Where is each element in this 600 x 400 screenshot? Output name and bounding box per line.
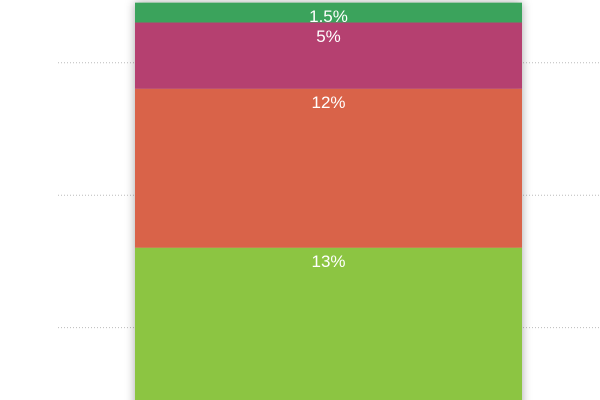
- labels: 13% 12% 5%1.5%: [309, 7, 348, 271]
- value-label: 13%: [311, 252, 345, 271]
- bar-segment: [135, 88, 522, 248]
- bars: [135, 2, 522, 400]
- bar-segment: [135, 2, 522, 23]
- value-label: 12%: [311, 93, 345, 112]
- value-label: 5%: [316, 27, 341, 46]
- bar-segment: [135, 247, 522, 400]
- bar-segment: [135, 22, 522, 89]
- value-label: 1.5%: [309, 7, 348, 26]
